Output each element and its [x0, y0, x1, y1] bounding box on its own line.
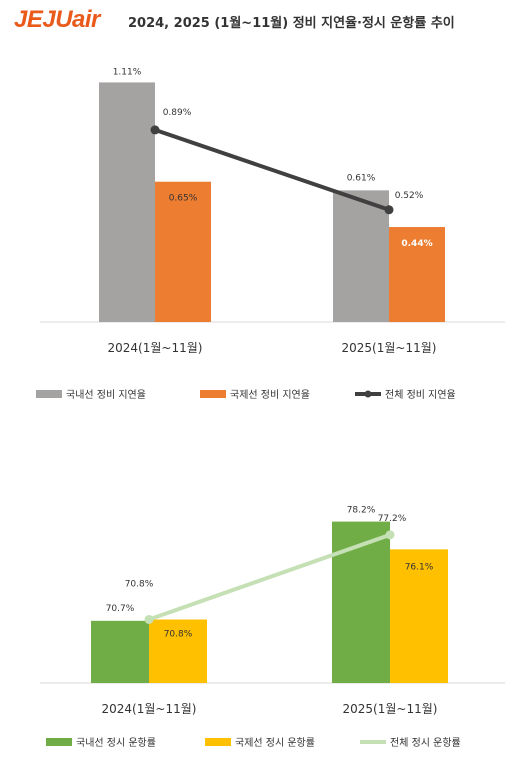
- delay-data-label-1-2: 0.61%: [347, 173, 376, 183]
- ontime-legend-label-1: 국내선 정시 운항률: [76, 737, 156, 749]
- ontime-legend-swatch-2: [205, 738, 231, 746]
- ontime-total-point-1: [144, 614, 154, 624]
- delay-data-label-2-2: 0.44%: [401, 239, 432, 249]
- delay-legend-label-3: 전체 정비 지연율: [385, 389, 456, 401]
- delay-legend-swatch-1: [36, 390, 62, 398]
- delay-data-label-1-1: 1.11%: [113, 67, 142, 77]
- ontime-data-label-2-1: 70.8%: [164, 629, 193, 639]
- delay-data-label-3-1: 0.89%: [163, 108, 192, 118]
- ontime-data-label-2-2: 76.1%: [405, 562, 434, 572]
- ontime-legend-swatch-1: [46, 738, 72, 746]
- ontime-bar-1-2: [332, 521, 390, 683]
- delay-legend-swatch-2: [200, 390, 226, 398]
- ontime-category-label-2: 2025(1월~11월): [343, 702, 438, 716]
- delay-data-label-3-2: 0.52%: [395, 191, 424, 201]
- ontime-bar-2-2: [390, 549, 448, 683]
- delay-bar-2-2: [389, 227, 445, 322]
- jejuair-logo: JEJUair: [14, 6, 100, 33]
- delay-bar-1-1: [99, 82, 155, 322]
- delay-total-point-2: [384, 205, 394, 215]
- ontime-bar-1-1: [91, 620, 149, 683]
- delay-legend-label-2: 국제선 정비 지연율: [230, 389, 310, 401]
- delay-data-label-2-1: 0.65%: [169, 194, 198, 204]
- ontime-total-line: [148, 532, 391, 622]
- delay-legend-dot-3: [364, 390, 372, 398]
- ontime-total-point-2: [385, 530, 395, 540]
- delay-category-label-2: 2025(1월~11월): [342, 341, 437, 355]
- ontime-data-label-1-2: 78.2%: [347, 506, 376, 516]
- page-title: 2024, 2025 (1월~11월) 정비 지연율·정시 운항률 추이: [128, 16, 455, 31]
- ontime-legend-label-2: 국제선 정시 운항률: [235, 737, 315, 749]
- delay-total-point-1: [150, 125, 160, 135]
- delay-legend-label-1: 국내선 정비 지연율: [66, 389, 146, 401]
- ontime-data-label-1-1: 70.7%: [106, 604, 135, 614]
- ontime-bar-2-1: [149, 619, 207, 683]
- delay-bar-1-2: [333, 190, 389, 322]
- ontime-data-label-3-2: 77.2%: [378, 514, 407, 524]
- delay-bar-2-1: [155, 181, 211, 322]
- delay-total-line: [154, 128, 390, 212]
- delay-category-label-1: 2024(1월~11월): [108, 341, 203, 355]
- ontime-category-label-1: 2024(1월~11월): [102, 702, 197, 716]
- ontime-legend-label-3: 전체 정시 운항률: [390, 737, 461, 749]
- ontime-data-label-3-1: 70.8%: [125, 579, 154, 589]
